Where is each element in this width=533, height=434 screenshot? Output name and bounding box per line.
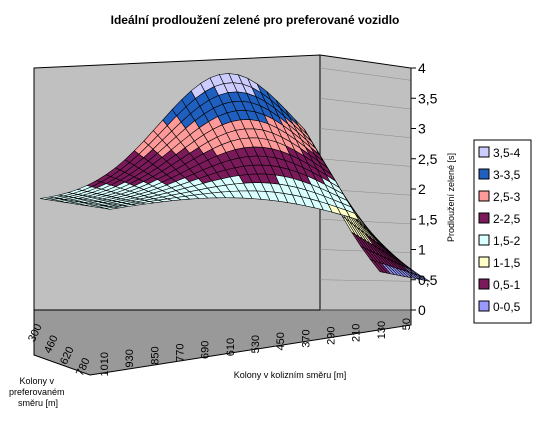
z-tick-label: 1 bbox=[418, 242, 426, 258]
z-tick-label: 3 bbox=[418, 121, 426, 137]
z-tick-label: 1,5 bbox=[418, 211, 438, 227]
legend-swatch bbox=[478, 168, 490, 180]
z-axis-ticks: 0 0,5 1 1,5 2 2,5 3 3,5 4 bbox=[411, 60, 438, 318]
legend: 3,5-4 3-3,5 2,5-3 2-2,5 1,5-2 1-1,5 0,5-1 0-0,5 bbox=[478, 146, 521, 314]
x-tick-label: 610 bbox=[225, 338, 237, 356]
surface-cell bbox=[417, 274, 431, 282]
legend-swatch bbox=[478, 146, 490, 158]
gridline bbox=[319, 98, 412, 110]
z-tick-label: 3,5 bbox=[418, 90, 438, 106]
gridline bbox=[319, 279, 412, 282]
x-axis-ticks: 1010 930 850 770 690 610 530 450 370 290 210 130 50 bbox=[99, 318, 413, 376]
z-tick-label: 2 bbox=[418, 181, 426, 197]
legend-label: 3-3,5 bbox=[493, 168, 521, 182]
legend-label: 1,5-2 bbox=[493, 234, 521, 248]
z-tick-label: 0,5 bbox=[418, 272, 438, 288]
legend-swatch bbox=[478, 234, 490, 246]
x-tick-label: 210 bbox=[351, 324, 363, 342]
x-tick-label: 850 bbox=[149, 346, 161, 364]
x-tick-label: 290 bbox=[326, 327, 338, 345]
x-tick-label: 370 bbox=[300, 329, 312, 347]
gridline bbox=[319, 219, 412, 225]
x-tick-label: 530 bbox=[250, 335, 262, 353]
z-axis-title: Prodloužení zelené [s] bbox=[446, 153, 456, 242]
chart-title: Ideální prodloužení zelené pro preferova… bbox=[111, 13, 400, 27]
y-axis-title-line2: preferovaném bbox=[9, 387, 65, 397]
legend-swatch bbox=[478, 256, 490, 268]
legend-label: 0,5-1 bbox=[493, 278, 521, 292]
legend-swatch bbox=[478, 300, 490, 312]
surface-mesh bbox=[39, 73, 431, 282]
x-tick-label: 130 bbox=[376, 321, 388, 339]
z-tick-label: 4 bbox=[418, 60, 426, 76]
x-tick-label: 1010 bbox=[99, 352, 111, 376]
z-tick-label: 0 bbox=[418, 302, 426, 318]
y-axis-title-line1: Kolony v bbox=[19, 376, 54, 386]
legend-label: 3,5-4 bbox=[493, 146, 521, 160]
legend-label: 1-1,5 bbox=[493, 256, 521, 270]
y-axis-title: Kolony v preferovaném směru [m] bbox=[9, 376, 67, 408]
x-axis-title: Kolony v kolizním směru [m] bbox=[234, 370, 347, 380]
z-tick-label: 2,5 bbox=[418, 151, 438, 167]
x-tick-label: 770 bbox=[175, 344, 187, 362]
legend-label: 2-2,5 bbox=[493, 212, 521, 226]
legend-label: 2,5-3 bbox=[493, 190, 521, 204]
x-tick-label: 450 bbox=[275, 332, 287, 350]
gridline bbox=[319, 128, 412, 139]
gridline bbox=[319, 158, 412, 167]
legend-swatch bbox=[478, 190, 490, 202]
y-axis-title-line3: směru [m] bbox=[18, 398, 58, 408]
x-tick-label: 50 bbox=[401, 318, 413, 330]
legend-swatch bbox=[478, 212, 490, 224]
gridline bbox=[319, 67, 412, 81]
x-tick-label: 690 bbox=[200, 341, 212, 359]
legend-swatch bbox=[478, 278, 490, 290]
x-tick-label: 930 bbox=[124, 349, 136, 367]
legend-label: 0-0,5 bbox=[493, 300, 521, 314]
